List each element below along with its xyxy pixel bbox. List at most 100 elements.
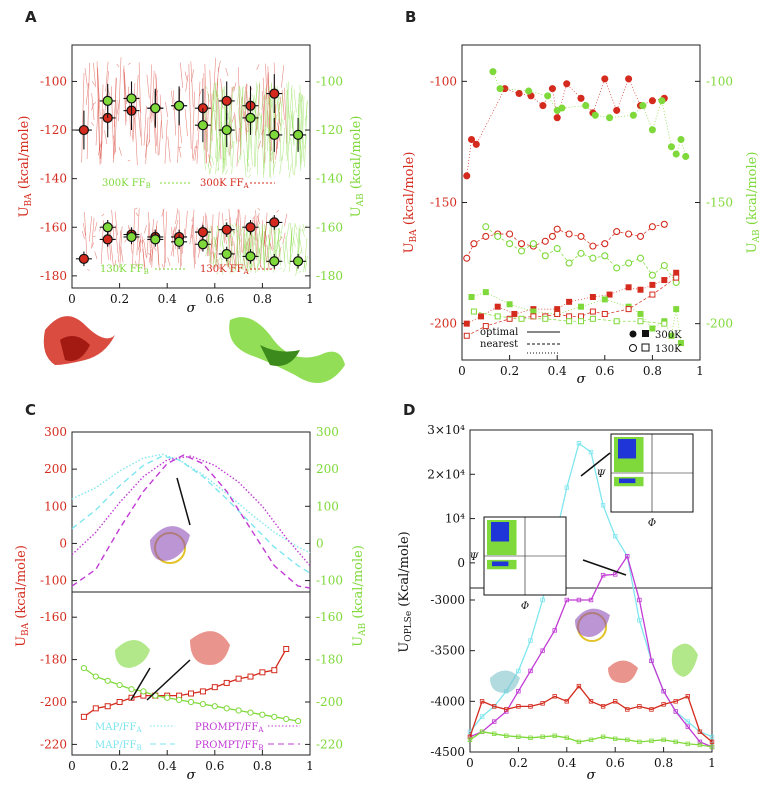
- noise-trace: [301, 96, 305, 164]
- y-tick-label: -3000: [430, 593, 465, 607]
- noise-trace: [236, 247, 240, 258]
- panel-label-c: C: [25, 401, 36, 419]
- noise-trace: [219, 250, 223, 253]
- data-point: [102, 95, 113, 106]
- data-point: [78, 253, 90, 264]
- panel-d: 0 0.2 0.4 0.6 0.8 1 3×10⁴ 2×10⁴ 10⁴ 0 -3000 -3500 -4…: [397, 423, 716, 783]
- noise-trace: [230, 236, 234, 266]
- noise-trace: [164, 119, 168, 164]
- data-point: [539, 102, 547, 110]
- noise-trace: [240, 86, 244, 160]
- data-point: [188, 690, 194, 697]
- data-point: [494, 232, 502, 240]
- noise-trace: [231, 224, 235, 228]
- data-point: [102, 234, 113, 245]
- data-point: [516, 668, 521, 674]
- noise-trace: [242, 233, 246, 270]
- noise-trace: [146, 222, 150, 258]
- data-point: [491, 704, 497, 709]
- noise-trace: [175, 219, 179, 231]
- x-axis-title: σ: [187, 301, 197, 316]
- data-point: [80, 713, 87, 720]
- data-point: [542, 315, 549, 322]
- series-line: [492, 71, 687, 157]
- legend-prompt-ffa: PROMPT/FFA: [195, 722, 264, 734]
- data-point: [540, 597, 545, 603]
- x-tick-label: 0.4: [557, 756, 576, 770]
- noise-trace: [285, 81, 289, 156]
- y-tick-label: -120: [316, 123, 343, 137]
- x-tick-label: 0: [68, 759, 76, 773]
- noise-trace: [91, 217, 95, 249]
- x-tick-label: 0.8: [654, 756, 673, 770]
- data-point: [269, 88, 280, 99]
- noise-trace: [294, 223, 298, 230]
- noise-trace: [127, 159, 131, 162]
- noise-trace: [266, 244, 270, 271]
- data-point: [613, 264, 621, 272]
- data-point: [199, 688, 206, 695]
- data-point: [697, 729, 703, 734]
- x-tick-label: 1: [696, 364, 704, 378]
- noise-trace: [191, 209, 195, 239]
- noise-trace: [151, 70, 155, 123]
- data-point: [472, 140, 480, 148]
- noise-trace: [264, 223, 268, 235]
- noise-trace: [217, 257, 221, 262]
- data-point: [673, 709, 678, 714]
- data-point: [554, 310, 561, 317]
- noise-trace: [95, 98, 99, 146]
- data-point: [247, 709, 254, 716]
- data-point: [128, 686, 135, 693]
- noise-trace: [173, 90, 177, 136]
- noise-trace: [114, 211, 118, 236]
- noise-trace: [213, 236, 217, 253]
- data-point: [648, 223, 656, 231]
- y-tick-label: 100: [44, 499, 67, 513]
- data-point: [564, 735, 569, 741]
- data-point: [600, 573, 606, 578]
- noise-trace: [205, 239, 209, 243]
- plot-frame: [71, 44, 311, 289]
- data-point: [271, 713, 278, 720]
- noise-trace: [213, 252, 217, 267]
- noise-trace: [256, 81, 260, 175]
- data-point: [566, 313, 573, 320]
- noise-trace: [220, 255, 224, 275]
- curve: [71, 453, 311, 554]
- noise-trace: [233, 117, 237, 145]
- data-point: [541, 252, 549, 260]
- inset-phi-label: Φ: [648, 518, 656, 529]
- noise-trace: [272, 267, 276, 273]
- y-axis-title-right: UAB (kcal/mole): [351, 545, 368, 647]
- data-point: [552, 628, 557, 633]
- x-tick-label: 1: [306, 292, 314, 306]
- noise-trace: [254, 116, 258, 167]
- noise-trace: [211, 156, 215, 166]
- noise-trace: [215, 137, 219, 174]
- series-line: [466, 77, 665, 176]
- data-point: [482, 323, 489, 330]
- data-point: [140, 688, 147, 695]
- legend-130k-ffa: 130K FFA: [200, 264, 250, 276]
- y-tick-label: -4000: [430, 694, 465, 708]
- data-point: [613, 106, 621, 114]
- data-point: [494, 313, 501, 320]
- data-point: [269, 256, 280, 267]
- data-point: [566, 298, 573, 305]
- x-tick-label: 0.8: [253, 759, 272, 773]
- data-point: [600, 704, 606, 709]
- curve: [71, 455, 311, 574]
- data-point: [552, 694, 557, 699]
- y-axis-title-left: UBA (kcal/mole): [402, 152, 419, 254]
- y-tick-label: 300: [316, 425, 339, 439]
- data-point: [553, 225, 561, 233]
- inset-psi-label: Ψ: [470, 552, 480, 563]
- x-axis-title: σ: [187, 768, 197, 783]
- noise-trace: [138, 110, 141, 137]
- x-tick-label: 0.2: [110, 759, 129, 773]
- noise-trace: [282, 242, 286, 268]
- noise-trace: [205, 248, 209, 257]
- noise-trace: [232, 264, 236, 267]
